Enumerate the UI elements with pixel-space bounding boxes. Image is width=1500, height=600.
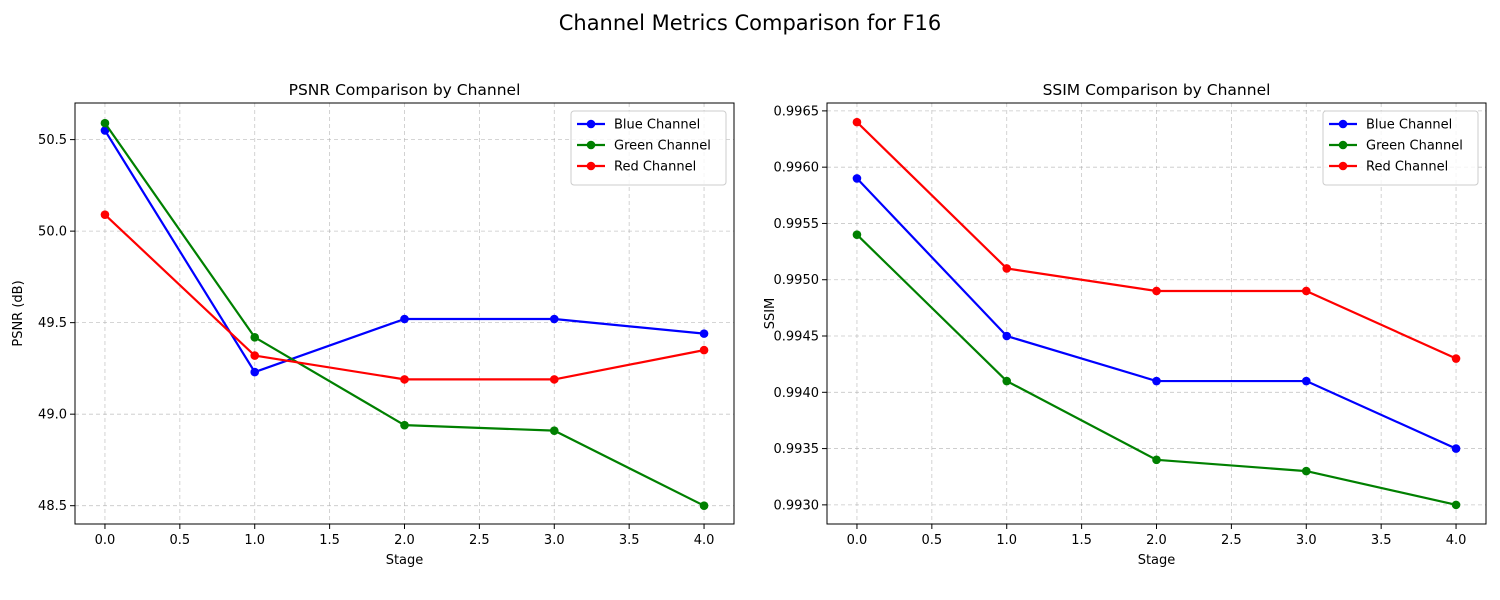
psnr-x-tick-label: 0.5 <box>169 533 190 548</box>
ssim-y-tick-label: 0.9935 <box>774 442 820 457</box>
psnr-y-tick-label: 49.5 <box>38 316 67 331</box>
psnr-green-channel-point <box>549 426 559 435</box>
ssim-legend-blue-channel-swatch-marker <box>1338 119 1348 129</box>
ssim-green-channel-point <box>852 230 862 240</box>
psnr-x-tick-label: 2.5 <box>469 533 490 548</box>
ssim-x-tick-label: 3.5 <box>1371 533 1392 548</box>
ssim-y-tick-label: 0.9945 <box>774 330 820 345</box>
ssim-legend: Blue Channel Green Channel Red Channel <box>1322 110 1479 186</box>
psnr-legend: Blue Channel Green Channel Red Channel <box>570 110 727 186</box>
ssim-green-channel-point <box>1451 500 1461 510</box>
ssim-y-tick-label: 0.9955 <box>774 217 820 232</box>
psnr-y-tick-label: 50.5 <box>38 133 67 148</box>
ssim-blue-channel-point <box>852 174 862 183</box>
psnr-x-tick-label: 3.0 <box>544 533 565 548</box>
psnr-legend-box <box>570 110 727 186</box>
psnr-y-tick-label: 50.0 <box>38 225 67 240</box>
psnr-x-tick-label: 2.0 <box>394 533 415 548</box>
ssim-x-tick-label: 4.0 <box>1446 533 1467 548</box>
psnr-red-channel-point <box>549 375 559 384</box>
psnr-red-channel-point <box>250 351 260 360</box>
ssim-legend-red-channel-label: Red Channel <box>1366 160 1448 175</box>
ssim-blue-channel-point <box>1002 331 1012 341</box>
ssim-y-tick-label: 0.9965 <box>774 104 820 119</box>
ssim-chart: 0.0 0.5 1.0 1.5 2.0 2.5 3.0 3.5 4.0 0.9930 0.9935 0… <box>763 81 1487 568</box>
psnr-legend-red-channel-label: Red Channel <box>614 160 696 175</box>
psnr-y-tick-label: 49.0 <box>38 408 67 423</box>
psnr-blue-channel-point <box>549 314 559 324</box>
ssim-y-tick-label: 0.9960 <box>774 161 820 176</box>
psnr-y-axis-label: PSNR (dB) <box>11 280 26 346</box>
psnr-legend-green-channel-swatch-marker <box>586 140 596 150</box>
ssim-y-tick-label: 0.9930 <box>774 498 820 513</box>
ssim-green-channel-point <box>1152 455 1161 465</box>
ssim-red-channel-point <box>1152 286 1161 296</box>
psnr-blue-channel-point <box>699 329 709 338</box>
ssim-legend-red-channel-swatch-marker <box>1338 161 1348 171</box>
ssim-x-axis-label: Stage <box>1138 553 1176 568</box>
ssim-y-tick-label: 0.9950 <box>774 273 820 288</box>
psnr-blue-channel-point <box>250 367 260 377</box>
ssim-x-tick-label: 0.5 <box>921 533 942 548</box>
ssim-green-channel-point <box>1301 466 1311 476</box>
psnr-green-channel-point <box>250 332 260 342</box>
ssim-y-tick-label: 0.9940 <box>774 386 820 401</box>
psnr-legend-blue-channel-label: Blue Channel <box>614 118 700 133</box>
psnr-chart: 0.0 0.5 1.0 1.5 2.0 2.5 3.0 3.5 4.0 48.5 49.0 49.5 5… <box>11 81 735 568</box>
ssim-x-tick-label: 2.0 <box>1146 533 1167 548</box>
psnr-x-tick-label: 4.0 <box>694 533 715 548</box>
psnr-x-tick-label: 0.0 <box>95 533 116 548</box>
psnr-x-axis-label: Stage <box>386 553 424 568</box>
psnr-x-tick-label: 3.5 <box>619 533 640 548</box>
psnr-red-channel-point <box>400 375 409 384</box>
psnr-legend-blue-channel-swatch-marker <box>586 119 596 129</box>
psnr-chart-title: PSNR Comparison by Channel <box>289 81 521 99</box>
psnr-blue-channel-point <box>100 126 110 135</box>
psnr-x-tick-label: 1.5 <box>319 533 340 548</box>
psnr-legend-red-channel-swatch-marker <box>586 161 596 171</box>
ssim-legend-box <box>1322 110 1479 186</box>
ssim-blue-channel-point <box>1301 376 1311 386</box>
ssim-green-channel-point <box>1002 376 1012 386</box>
psnr-blue-channel-point <box>400 314 409 324</box>
ssim-red-channel-point <box>852 117 862 127</box>
psnr-x-tick-label: 1.0 <box>244 533 265 548</box>
ssim-x-tick-label: 1.5 <box>1071 533 1092 548</box>
psnr-green-channel-point <box>699 501 709 510</box>
psnr-green-channel-point <box>100 118 110 128</box>
ssim-x-tick-label: 2.5 <box>1221 533 1242 548</box>
ssim-chart-title: SSIM Comparison by Channel <box>1043 81 1271 99</box>
ssim-legend-green-channel-label: Green Channel <box>1366 139 1463 154</box>
psnr-legend-green-channel-label: Green Channel <box>614 139 711 154</box>
ssim-y-axis-label: SSIM <box>763 298 778 330</box>
ssim-legend-blue-channel-label: Blue Channel <box>1366 118 1452 133</box>
ssim-red-channel-point <box>1301 286 1311 296</box>
ssim-red-channel-point <box>1002 264 1012 273</box>
psnr-y-tick-label: 48.5 <box>38 499 67 514</box>
ssim-x-tick-label: 1.0 <box>996 533 1017 548</box>
ssim-blue-channel-point <box>1451 444 1461 453</box>
ssim-red-channel-point <box>1451 354 1461 363</box>
ssim-legend-green-channel-swatch-marker <box>1338 140 1348 150</box>
psnr-red-channel-point <box>100 210 110 219</box>
ssim-x-tick-label: 3.0 <box>1296 533 1317 548</box>
ssim-blue-channel-point <box>1152 376 1161 386</box>
psnr-red-channel-point <box>699 345 709 355</box>
psnr-green-channel-point <box>400 420 409 430</box>
ssim-x-tick-label: 0.0 <box>847 533 868 548</box>
figure-title: Channel Metrics Comparison for F16 <box>559 11 942 35</box>
